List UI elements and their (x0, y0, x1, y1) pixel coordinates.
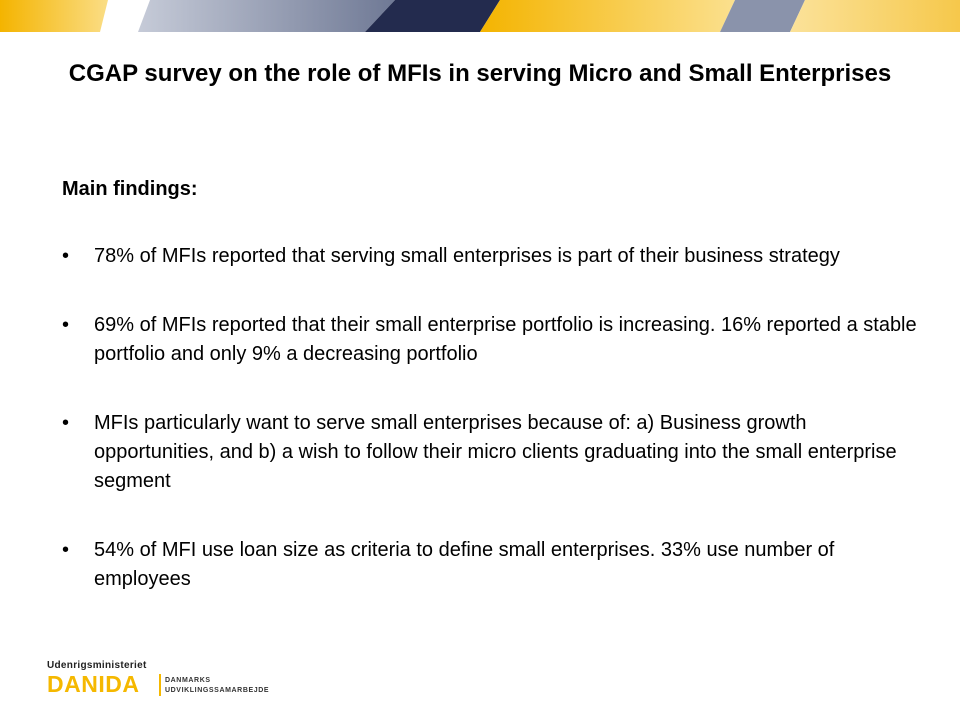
banner-yellow-left (0, 0, 115, 32)
finding-text: 54% of MFI use loan size as criteria to … (94, 539, 835, 590)
logo-subline-2: UDVIKLINGSSAMARBEJDE (165, 687, 270, 694)
logo-subline-1: DANMARKS (165, 677, 211, 684)
finding-item: • 78% of MFIs reported that serving smal… (62, 242, 922, 271)
finding-text: MFIs particularly want to serve small en… (94, 412, 897, 492)
finding-text: 78% of MFIs reported that serving small … (94, 245, 840, 267)
banner-yellow-band (480, 0, 735, 32)
bullet-icon: • (62, 412, 70, 434)
banner-slate-right (720, 0, 805, 32)
header-banner (0, 0, 960, 32)
finding-item: • 54% of MFI use loan size as criteria t… (62, 536, 922, 594)
banner-slate-band (138, 0, 395, 32)
banner-navy-band (365, 0, 500, 32)
finding-text: 69% of MFIs reported that their small en… (94, 314, 917, 365)
danida-logo: Udenrigsministeriet DANIDA DANMARKS UDVI… (47, 660, 287, 700)
banner-white-wedge (100, 0, 150, 32)
bullet-icon: • (62, 245, 70, 267)
main-findings-heading: Main findings: (62, 178, 198, 200)
danida-wordmark: DANIDA (47, 671, 140, 697)
finding-item: • 69% of MFIs reported that their small … (62, 311, 922, 369)
slide-title: CGAP survey on the role of MFIs in servi… (68, 60, 892, 87)
banner-yellow-right (790, 0, 960, 32)
findings-list: • 78% of MFIs reported that serving smal… (62, 242, 922, 594)
bullet-icon: • (62, 539, 70, 561)
logo-divider (159, 674, 161, 696)
ministry-label: Udenrigsministeriet (47, 660, 147, 671)
bullet-icon: • (62, 314, 70, 336)
finding-item: • MFIs particularly want to serve small … (62, 409, 922, 496)
